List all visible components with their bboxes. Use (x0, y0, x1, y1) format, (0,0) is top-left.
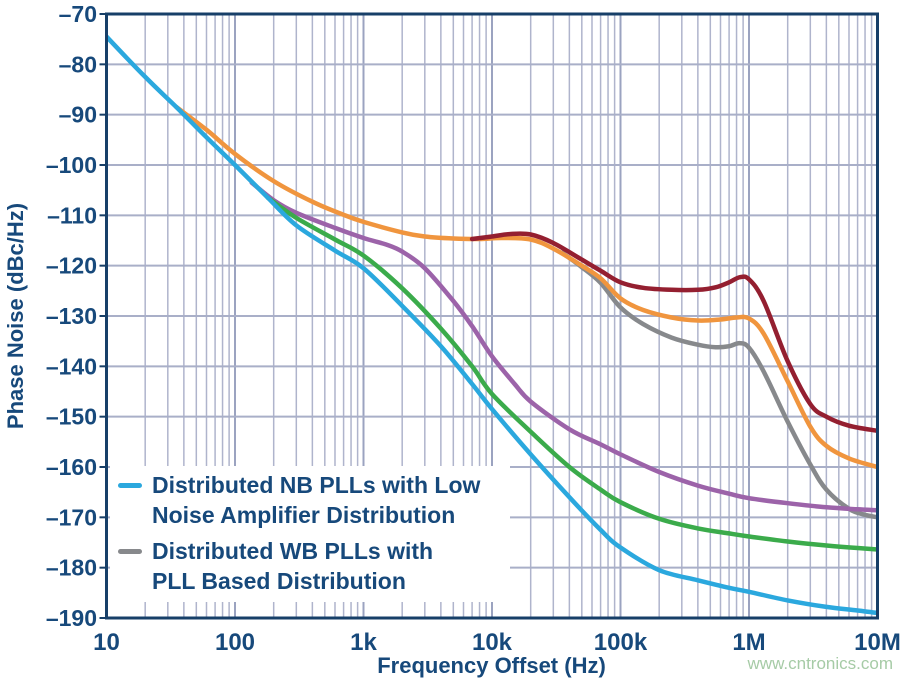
x-tick-label: 100 (215, 629, 255, 656)
legend-line: PLL Based Distribution (152, 568, 406, 594)
legend-swatch-gray (118, 549, 142, 554)
curve-orange-curve (174, 104, 879, 470)
x-tick-label: 10k (472, 629, 513, 656)
curve-green-curve (265, 195, 879, 552)
chart-legend: Distributed NB PLLs with Low Noise Ampli… (110, 466, 510, 602)
y-tick-label: –190 (46, 605, 97, 631)
plot-border (105, 12, 879, 620)
y-tick-label: –170 (46, 504, 97, 530)
curve-maroon-curve (469, 231, 879, 434)
curve-purple-curve (249, 180, 879, 513)
y-tick-label: –70 (59, 1, 97, 27)
x-axis-title: Frequency Offset (Hz) (377, 653, 606, 678)
curve-gray-wb-plls (559, 250, 879, 520)
legend-swatch-cyan (118, 483, 142, 488)
x-tick-label: 1M (732, 629, 765, 656)
y-axis-title: Phase Noise (dBc/Hz) (3, 202, 28, 430)
y-tick-label: –90 (59, 102, 97, 128)
legend-line: Noise Amplifier Distribution (152, 502, 456, 528)
y-tick-label: –80 (59, 51, 97, 77)
legend-line: Distributed WB PLLs with (152, 538, 434, 564)
y-tick-label: –120 (46, 253, 97, 279)
legend-label: Distributed NB PLLs with Low Noise Ampli… (152, 470, 480, 530)
y-tick-label: –100 (46, 152, 97, 178)
legend-entry-nb-plls: Distributed NB PLLs with Low Noise Ampli… (110, 470, 510, 530)
x-tick-label: 100k (594, 629, 648, 656)
y-tick-label: –150 (46, 404, 97, 430)
watermark-text: www.cntronics.com (747, 654, 893, 673)
x-tick-label: 10 (93, 629, 120, 656)
y-tick-label: –130 (46, 303, 97, 329)
y-tick-label: –110 (47, 202, 97, 228)
x-tick-label: 1k (350, 629, 377, 656)
y-tick-label: –140 (46, 353, 97, 379)
x-tick-label: 10M (854, 629, 900, 656)
legend-entry-wb-plls: Distributed WB PLLs with PLL Based Distr… (110, 536, 510, 596)
legend-line: Distributed NB PLLs with Low (152, 472, 481, 498)
curve-cyan-nb-plls (105, 34, 879, 616)
y-tick-label: –180 (46, 555, 97, 581)
y-tick-label: –160 (46, 454, 97, 480)
legend-label: Distributed WB PLLs with PLL Based Distr… (152, 536, 433, 596)
